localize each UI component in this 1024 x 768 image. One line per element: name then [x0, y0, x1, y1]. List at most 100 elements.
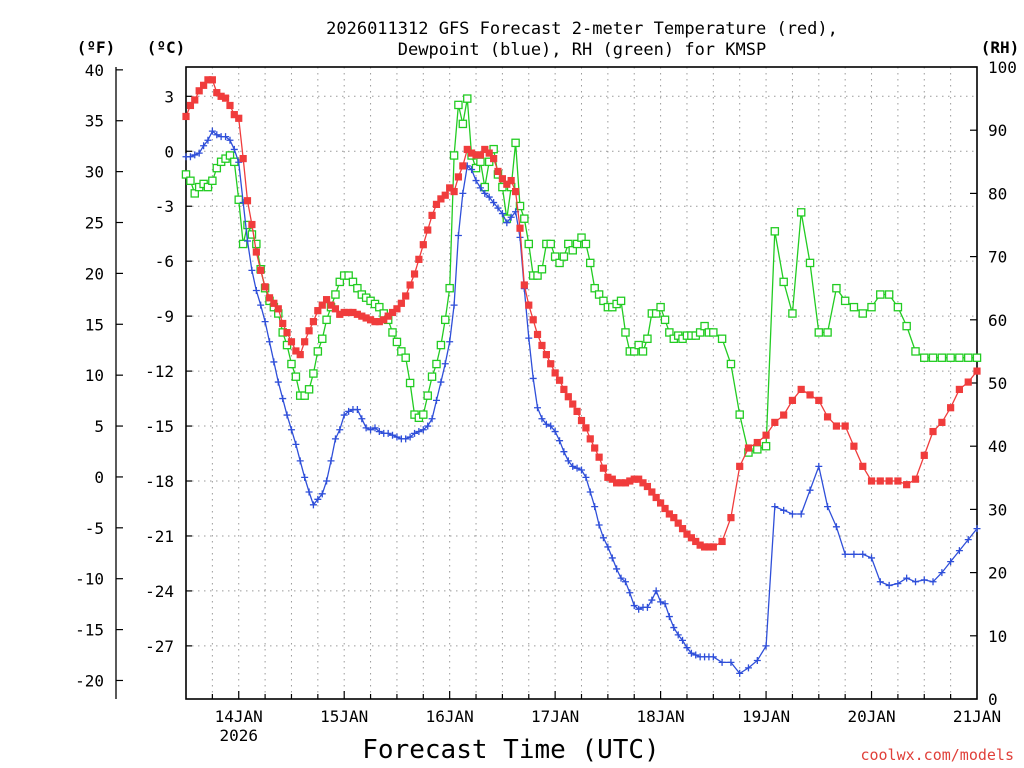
temperature-point — [529, 316, 537, 324]
dewpoint-point — [709, 653, 717, 661]
fahrenheit-tick-label: 20 — [85, 264, 104, 283]
temperature-point — [261, 283, 269, 291]
temperature-point — [301, 338, 309, 346]
rh-point — [858, 309, 868, 318]
fahrenheit-tick-label: 25 — [85, 214, 104, 233]
dewpoint-point — [788, 510, 796, 518]
day-tick-label: 18JAN — [637, 707, 685, 726]
celsius-axis: 3 0 -3 -6 -9 -12 -15 -18 -21 -24 -27 — [145, 87, 192, 656]
celsius-tick-label: -21 — [145, 527, 174, 546]
rh-tick-label: 80 — [988, 184, 1007, 203]
temperature-point — [345, 308, 353, 317]
temperature-point — [503, 180, 511, 188]
rh-point — [449, 151, 459, 160]
dewpoint-point — [534, 404, 542, 412]
rh-point — [832, 283, 841, 293]
dewpoint-point — [424, 422, 432, 430]
temperature-point — [221, 94, 230, 102]
temperature-point — [599, 464, 608, 472]
rh-point — [717, 334, 727, 344]
dewpoint-point — [815, 462, 823, 470]
day-tick-label: 21JAN — [953, 707, 1001, 726]
rh-point — [735, 410, 744, 419]
dewpoint-point — [340, 411, 348, 419]
fahrenheit-axis: 40 35 30 25 20 15 10 5 0 -5 -10 -15 -20 — [75, 61, 123, 690]
credit-link[interactable]: coolwx.com/models — [860, 746, 1014, 764]
dewpoint-point — [824, 503, 832, 511]
temperature-point — [336, 310, 344, 318]
dewpoint-point — [657, 598, 665, 606]
rh-point — [616, 296, 626, 306]
rh-tick-label: 90 — [988, 121, 1007, 140]
temperature-point — [727, 514, 735, 522]
dewpoint-point — [362, 424, 370, 432]
rh-point — [963, 353, 973, 362]
rh-point — [427, 372, 437, 381]
temperature-point — [762, 431, 770, 439]
temperature-point — [850, 442, 858, 450]
dewpoint-point — [441, 360, 449, 368]
dewpoint-point — [687, 649, 695, 657]
dewpoint-point — [876, 578, 884, 586]
rh-point — [238, 239, 248, 249]
rh-tick-label: 50 — [988, 374, 1007, 393]
dewpoint-point — [353, 406, 361, 414]
temperature-point — [498, 175, 506, 183]
temperature-point — [331, 305, 340, 313]
temperature-point — [815, 396, 823, 405]
rh-point — [902, 321, 911, 331]
temperature-point — [635, 475, 643, 483]
temperature-point — [257, 266, 265, 274]
temperature-point — [296, 351, 304, 359]
dewpoint-point — [569, 462, 577, 470]
rh-point — [432, 359, 441, 369]
dewpoint-point — [920, 576, 928, 584]
temperature-point — [520, 281, 528, 289]
dewpoint-point — [894, 580, 902, 588]
rh-point — [458, 119, 468, 129]
dewpoint-point — [459, 189, 467, 197]
rh-point — [419, 410, 428, 419]
temperature-point — [362, 314, 370, 322]
dewpoint-point — [371, 424, 379, 432]
temperature-point — [248, 220, 256, 229]
temperature-point — [608, 475, 616, 483]
dewpoint-point — [771, 503, 779, 511]
temperature-point — [569, 400, 577, 408]
celsius-unit-label: (ºC) — [147, 38, 186, 57]
rh-point — [520, 214, 529, 223]
temperature-point — [235, 114, 243, 122]
dewpoint-point — [586, 488, 594, 496]
rh-point — [709, 328, 718, 337]
dewpoint-point — [648, 596, 656, 604]
dewpoint-point — [432, 396, 440, 404]
rh-point — [770, 227, 780, 236]
rh-point — [515, 201, 525, 211]
temperature-point — [309, 318, 318, 326]
dewpoint-point — [494, 204, 502, 212]
rh-tick-label: 10 — [988, 627, 1007, 646]
temperature-point — [648, 488, 656, 496]
temperature-point — [393, 305, 401, 313]
dewpoint-point — [679, 636, 687, 644]
rh-point — [779, 277, 788, 287]
temperature-point — [859, 462, 867, 470]
temperature-point — [617, 479, 625, 487]
rh-tick-label: 100 — [988, 58, 1017, 77]
rh-point — [190, 189, 200, 198]
dewpoint-point — [507, 213, 515, 221]
dewpoint-point — [301, 473, 309, 481]
temperature-point — [208, 76, 216, 84]
temperature-point — [371, 318, 379, 326]
rh-point — [594, 290, 604, 299]
celsius-tick-label: -15 — [145, 417, 174, 436]
dewpoint-point — [274, 378, 282, 386]
rh-point — [287, 359, 296, 369]
temperature-point — [384, 312, 392, 320]
temperature-point — [687, 534, 695, 542]
dewpoint-point — [806, 486, 814, 494]
temperature-point — [533, 330, 542, 339]
temperature-point — [661, 504, 669, 513]
